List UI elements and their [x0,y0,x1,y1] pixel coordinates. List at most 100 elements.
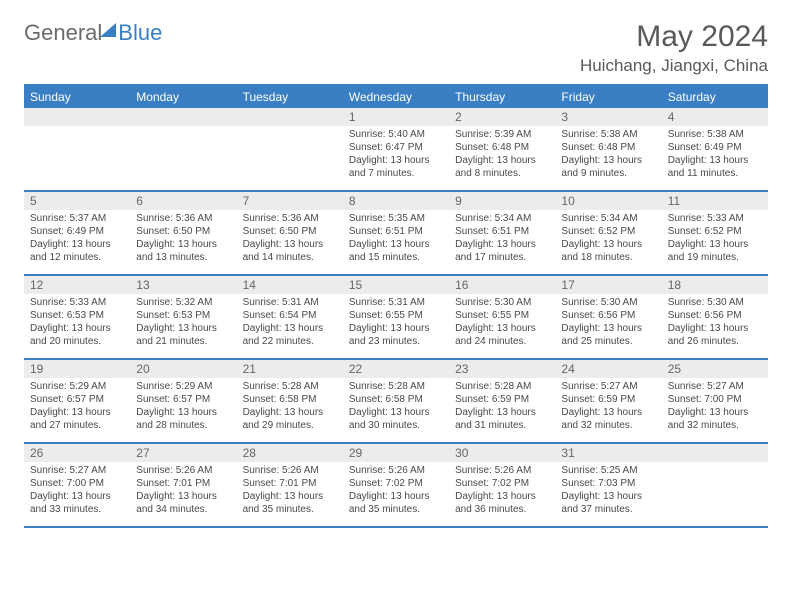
sunrise-text: Sunrise: 5:38 AM [668,128,762,141]
day-body: Sunrise: 5:35 AMSunset: 6:51 PMDaylight:… [343,210,449,268]
day-cell: 26Sunrise: 5:27 AMSunset: 7:00 PMDayligh… [24,444,130,526]
day-cell: 31Sunrise: 5:25 AMSunset: 7:03 PMDayligh… [555,444,661,526]
day-body: Sunrise: 5:30 AMSunset: 6:56 PMDaylight:… [662,294,768,352]
day-header-friday: Friday [555,86,661,108]
sunrise-text: Sunrise: 5:28 AM [243,380,337,393]
day-body: Sunrise: 5:28 AMSunset: 6:58 PMDaylight:… [237,378,343,436]
day-number: 1 [343,108,449,126]
daylight-text: Daylight: 13 hours and 11 minutes. [668,154,762,180]
sunset-text: Sunset: 6:49 PM [30,225,124,238]
daylight-text: Daylight: 13 hours and 27 minutes. [30,406,124,432]
day-body: Sunrise: 5:30 AMSunset: 6:56 PMDaylight:… [555,294,661,352]
daylight-text: Daylight: 13 hours and 32 minutes. [561,406,655,432]
day-number: 9 [449,192,555,210]
day-body: Sunrise: 5:36 AMSunset: 6:50 PMDaylight:… [237,210,343,268]
day-number: 14 [237,276,343,294]
day-cell: 15Sunrise: 5:31 AMSunset: 6:55 PMDayligh… [343,276,449,358]
day-cell: 9Sunrise: 5:34 AMSunset: 6:51 PMDaylight… [449,192,555,274]
sunset-text: Sunset: 6:50 PM [136,225,230,238]
daylight-text: Daylight: 13 hours and 22 minutes. [243,322,337,348]
day-body: Sunrise: 5:31 AMSunset: 6:54 PMDaylight:… [237,294,343,352]
day-number: 13 [130,276,236,294]
daylight-text: Daylight: 13 hours and 15 minutes. [349,238,443,264]
day-body: Sunrise: 5:36 AMSunset: 6:50 PMDaylight:… [130,210,236,268]
daylight-text: Daylight: 13 hours and 26 minutes. [668,322,762,348]
day-number: 11 [662,192,768,210]
sunset-text: Sunset: 6:54 PM [243,309,337,322]
day-number: 7 [237,192,343,210]
daylight-text: Daylight: 13 hours and 34 minutes. [136,490,230,516]
day-number: 25 [662,360,768,378]
sunset-text: Sunset: 6:55 PM [349,309,443,322]
day-body: Sunrise: 5:25 AMSunset: 7:03 PMDaylight:… [555,462,661,520]
day-cell: 2Sunrise: 5:39 AMSunset: 6:48 PMDaylight… [449,108,555,190]
day-body: Sunrise: 5:26 AMSunset: 7:02 PMDaylight:… [343,462,449,520]
day-cell: 20Sunrise: 5:29 AMSunset: 6:57 PMDayligh… [130,360,236,442]
day-body: Sunrise: 5:39 AMSunset: 6:48 PMDaylight:… [449,126,555,184]
sunrise-text: Sunrise: 5:39 AM [455,128,549,141]
day-body: Sunrise: 5:27 AMSunset: 7:00 PMDaylight:… [662,378,768,436]
logo-text-blue: Blue [118,20,162,46]
day-number: 23 [449,360,555,378]
sunset-text: Sunset: 6:51 PM [349,225,443,238]
week-row: 19Sunrise: 5:29 AMSunset: 6:57 PMDayligh… [24,360,768,444]
day-header-thursday: Thursday [449,86,555,108]
day-body: Sunrise: 5:27 AMSunset: 6:59 PMDaylight:… [555,378,661,436]
daylight-text: Daylight: 13 hours and 13 minutes. [136,238,230,264]
daylight-text: Daylight: 13 hours and 12 minutes. [30,238,124,264]
sunrise-text: Sunrise: 5:36 AM [243,212,337,225]
daylight-text: Daylight: 13 hours and 9 minutes. [561,154,655,180]
week-row: 5Sunrise: 5:37 AMSunset: 6:49 PMDaylight… [24,192,768,276]
sunset-text: Sunset: 6:56 PM [668,309,762,322]
sunrise-text: Sunrise: 5:27 AM [668,380,762,393]
day-cell: 30Sunrise: 5:26 AMSunset: 7:02 PMDayligh… [449,444,555,526]
daylight-text: Daylight: 13 hours and 14 minutes. [243,238,337,264]
sunrise-text: Sunrise: 5:35 AM [349,212,443,225]
day-cell: 10Sunrise: 5:34 AMSunset: 6:52 PMDayligh… [555,192,661,274]
logo-text-general: General [24,20,102,46]
sunrise-text: Sunrise: 5:32 AM [136,296,230,309]
sunset-text: Sunset: 6:47 PM [349,141,443,154]
daylight-text: Daylight: 13 hours and 33 minutes. [30,490,124,516]
day-number: 28 [237,444,343,462]
title-block: May 2024 Huichang, Jiangxi, China [580,20,768,76]
sunset-text: Sunset: 6:52 PM [561,225,655,238]
day-header-sunday: Sunday [24,86,130,108]
daylight-text: Daylight: 13 hours and 31 minutes. [455,406,549,432]
sunrise-text: Sunrise: 5:37 AM [30,212,124,225]
week-row: 1Sunrise: 5:40 AMSunset: 6:47 PMDaylight… [24,108,768,192]
sunrise-text: Sunrise: 5:26 AM [136,464,230,477]
day-number: 30 [449,444,555,462]
daylight-text: Daylight: 13 hours and 36 minutes. [455,490,549,516]
week-row: 12Sunrise: 5:33 AMSunset: 6:53 PMDayligh… [24,276,768,360]
sunrise-text: Sunrise: 5:31 AM [243,296,337,309]
sunset-text: Sunset: 7:03 PM [561,477,655,490]
day-body: Sunrise: 5:37 AMSunset: 6:49 PMDaylight:… [24,210,130,268]
day-number [237,108,343,126]
sunrise-text: Sunrise: 5:27 AM [561,380,655,393]
sunset-text: Sunset: 7:00 PM [30,477,124,490]
day-body: Sunrise: 5:34 AMSunset: 6:52 PMDaylight:… [555,210,661,268]
sunset-text: Sunset: 6:59 PM [561,393,655,406]
day-cell: 3Sunrise: 5:38 AMSunset: 6:48 PMDaylight… [555,108,661,190]
daylight-text: Daylight: 13 hours and 28 minutes. [136,406,230,432]
day-cell [237,108,343,190]
day-number: 8 [343,192,449,210]
sunrise-text: Sunrise: 5:26 AM [243,464,337,477]
day-cell: 28Sunrise: 5:26 AMSunset: 7:01 PMDayligh… [237,444,343,526]
day-number: 31 [555,444,661,462]
sunset-text: Sunset: 6:52 PM [668,225,762,238]
day-body: Sunrise: 5:28 AMSunset: 6:58 PMDaylight:… [343,378,449,436]
day-cell [662,444,768,526]
day-number: 22 [343,360,449,378]
day-cell: 22Sunrise: 5:28 AMSunset: 6:58 PMDayligh… [343,360,449,442]
day-body: Sunrise: 5:26 AMSunset: 7:01 PMDaylight:… [130,462,236,520]
header: General Blue May 2024 Huichang, Jiangxi,… [24,20,768,76]
sunrise-text: Sunrise: 5:34 AM [455,212,549,225]
day-cell: 6Sunrise: 5:36 AMSunset: 6:50 PMDaylight… [130,192,236,274]
sunset-text: Sunset: 6:53 PM [136,309,230,322]
day-header-tuesday: Tuesday [237,86,343,108]
weeks-container: 1Sunrise: 5:40 AMSunset: 6:47 PMDaylight… [24,108,768,528]
sunrise-text: Sunrise: 5:36 AM [136,212,230,225]
daylight-text: Daylight: 13 hours and 18 minutes. [561,238,655,264]
